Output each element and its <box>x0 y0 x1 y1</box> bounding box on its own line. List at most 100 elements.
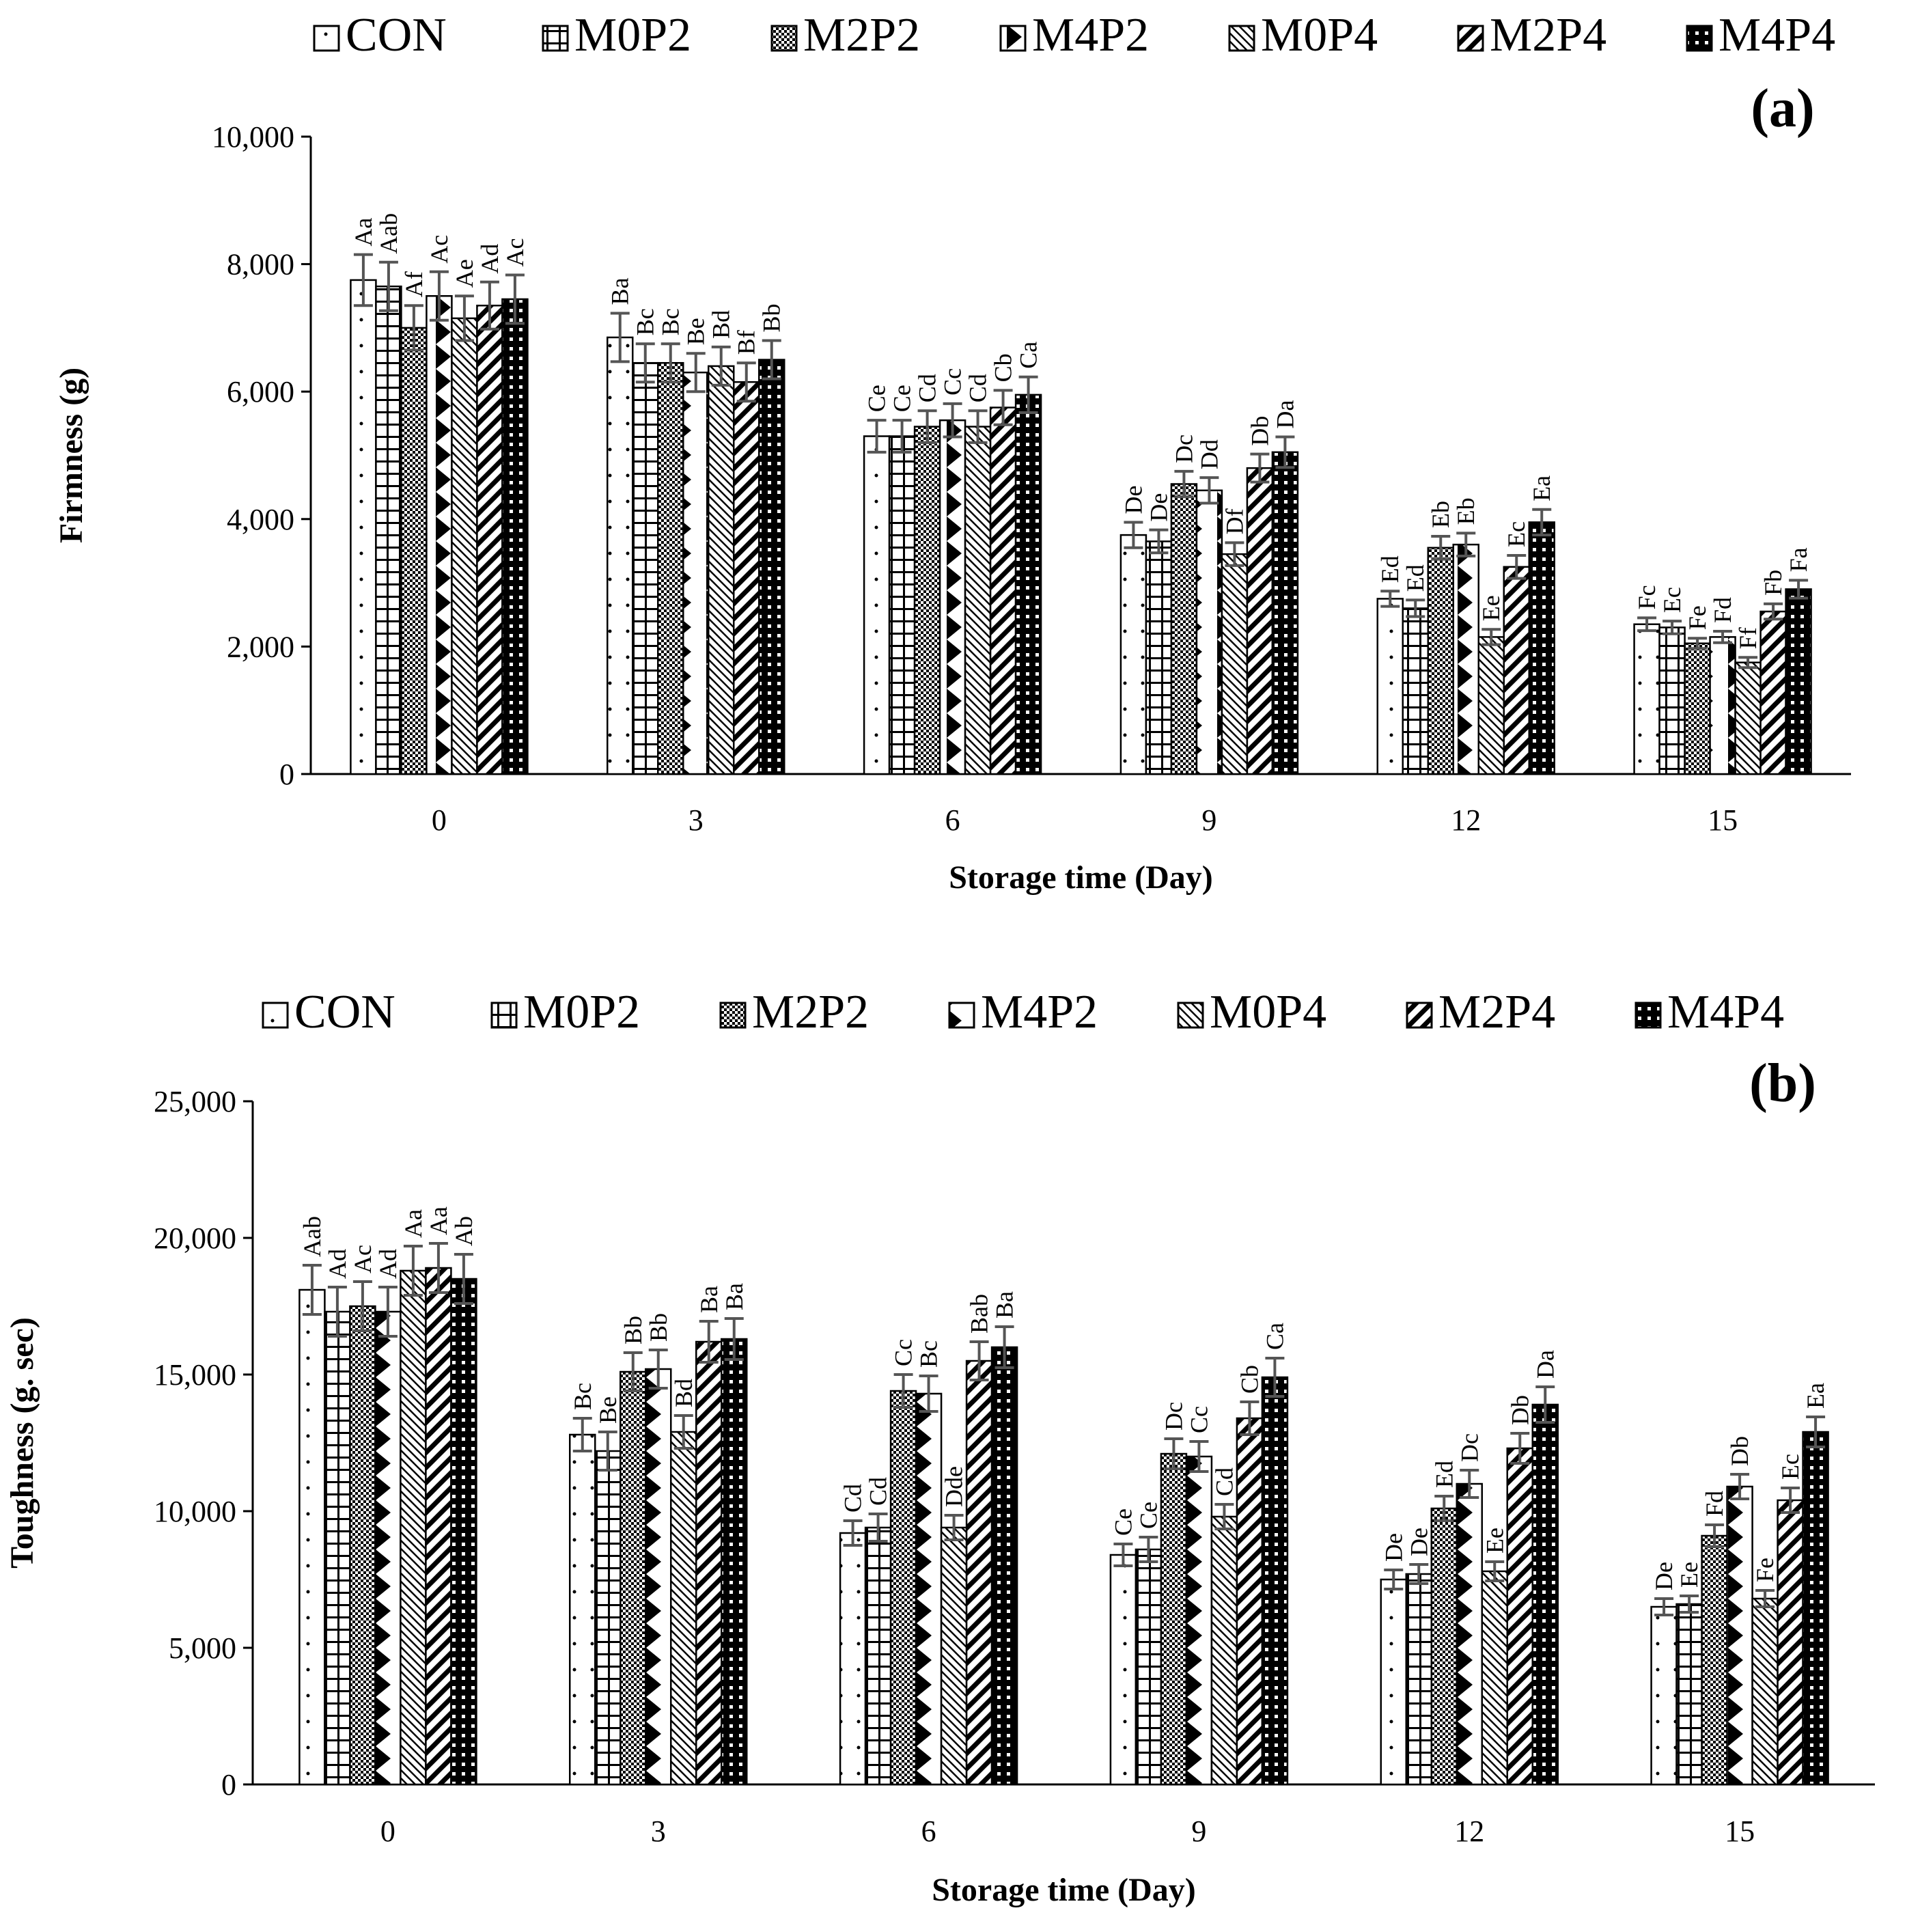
significance-label: Aab <box>298 1216 326 1257</box>
significance-label: Be <box>594 1396 622 1424</box>
bar-m0p4-day-3 <box>708 365 735 775</box>
significance-label: Fb <box>1759 570 1787 596</box>
significance-label: Df <box>1221 508 1248 534</box>
significance-label: Aa <box>350 218 377 247</box>
significance-label: Eb <box>1452 497 1479 525</box>
bar-m4p4-day-0 <box>450 1278 477 1786</box>
legend-label-m0p2: M0P2 <box>574 9 691 61</box>
x-tick-label: 0 <box>380 1814 395 1848</box>
bar-m2p4-day-9 <box>1236 1417 1264 1786</box>
significance-label: Fd <box>1709 597 1736 623</box>
legend-label-m2p2: M2P2 <box>803 9 920 61</box>
bar-m0p2-day-6 <box>888 435 916 775</box>
bar-m2p4-day-6 <box>965 1360 993 1786</box>
significance-label: De <box>1650 1562 1678 1590</box>
bar-m4p4-day-0 <box>501 298 529 775</box>
significance-label: Eb <box>1427 501 1454 528</box>
bar-m0p2-day-12 <box>1402 607 1429 775</box>
significance-label: Bc <box>632 308 659 335</box>
significance-label: Dd <box>1195 439 1223 469</box>
bar-m4p4-day-6 <box>990 1346 1018 1786</box>
legend-swatch-m4p2 <box>948 1002 975 1029</box>
significance-label: Ce <box>863 385 891 412</box>
legend-swatch-m2p4 <box>1457 25 1484 52</box>
legend-label-m0p4: M0P4 <box>1261 9 1378 61</box>
bar-m4p2-day-15 <box>1726 1485 1753 1786</box>
bar-m2p4-day-15 <box>1777 1499 1804 1786</box>
significance-label: Bb <box>620 1316 647 1344</box>
legend-swatch-m2p2 <box>770 25 798 52</box>
legend-label-m4p4: M4P4 <box>1667 986 1784 1038</box>
bar-con-day-15 <box>1650 1605 1678 1786</box>
significance-label: Cc <box>1185 1406 1212 1433</box>
bar-con-day-6 <box>839 1532 867 1786</box>
significance-label: Ec <box>1503 521 1530 547</box>
bar-m0p4-day-15 <box>1734 661 1762 775</box>
legend-swatch-m4p2 <box>999 25 1027 52</box>
x-tick-label: 15 <box>1725 1814 1755 1848</box>
significance-label: De <box>1145 493 1172 522</box>
significance-label: Cd <box>839 1484 867 1513</box>
x-axis-title: Storage time (Day) <box>949 859 1213 896</box>
legend-swatch-m0p4 <box>1177 1002 1204 1029</box>
significance-label: Ac <box>349 1245 376 1273</box>
y-tick-label: 0 <box>279 758 294 791</box>
bar-con-day-3 <box>607 336 634 775</box>
legend-label-m4p4: M4P4 <box>1719 9 1835 61</box>
significance-label: Bc <box>569 1383 596 1410</box>
significance-label: Cd <box>964 374 992 402</box>
significance-label: Ba <box>721 1283 748 1310</box>
y-tick-label: 8,000 <box>227 248 294 281</box>
x-tick-label: 6 <box>921 1814 936 1848</box>
legend-label-m4p2: M4P2 <box>981 986 1098 1038</box>
legend-label-m2p4: M2P4 <box>1490 9 1606 61</box>
significance-label: Ce <box>1109 1508 1137 1536</box>
bar-m0p2-day-3 <box>594 1450 622 1786</box>
panel-label: (b) <box>1749 1053 1816 1114</box>
significance-label: Fd <box>1701 1491 1728 1517</box>
legend-label-con: CON <box>346 9 447 61</box>
significance-label: Ee <box>1477 595 1505 621</box>
y-tick-label: 10,000 <box>154 1495 236 1528</box>
x-tick-label: 15 <box>1708 803 1738 837</box>
bar-m2p2-day-6 <box>913 426 941 775</box>
significance-label: Ba <box>695 1286 723 1313</box>
legend-label-m2p2: M2P2 <box>752 986 869 1038</box>
significance-label: Bc <box>915 1340 943 1368</box>
significance-label: Bf <box>733 330 760 355</box>
bar-m4p2-day-0 <box>426 295 453 775</box>
panel-label: (a) <box>1751 79 1814 139</box>
bar-m2p4-day-3 <box>733 381 760 775</box>
bar-m2p2-day-9 <box>1170 483 1198 775</box>
significance-label: Cd <box>1210 1467 1238 1496</box>
bar-m4p4-day-12 <box>1531 1403 1559 1786</box>
bar-m2p4-day-12 <box>1506 1447 1533 1786</box>
bar-con-day-9 <box>1109 1554 1137 1786</box>
bar-m0p4-day-3 <box>670 1431 697 1786</box>
bar-m0p2-day-9 <box>1145 540 1173 775</box>
legend-swatch-m0p2 <box>542 25 569 52</box>
legend-label-m4p2: M4P2 <box>1032 9 1149 61</box>
significance-label: Be <box>682 318 710 345</box>
significance-label: Da <box>1271 400 1298 428</box>
bar-m2p2-day-6 <box>889 1390 917 1786</box>
bar-m0p2-day-0 <box>324 1310 351 1786</box>
legend-swatch-m4p4 <box>1686 25 1713 52</box>
bar-m0p2-day-15 <box>1675 1603 1703 1786</box>
y-tick-label: 15,000 <box>154 1358 236 1392</box>
significance-label: Cd <box>914 374 941 402</box>
significance-label: Aab <box>375 213 402 254</box>
bar-m4p4-day-15 <box>1785 588 1812 775</box>
y-tick-label: 5,000 <box>169 1631 236 1665</box>
x-tick-label: 0 <box>432 803 447 837</box>
legend-swatch-con <box>262 1002 289 1029</box>
legend-label-m2p4: M2P4 <box>1438 986 1555 1038</box>
significance-label: Dc <box>1170 434 1197 463</box>
bar-m2p2-day-15 <box>1701 1534 1728 1786</box>
bar-m0p4-day-6 <box>964 426 992 775</box>
significance-label: De <box>1119 485 1147 514</box>
x-tick-label: 12 <box>1451 803 1481 837</box>
bar-m0p4-day-6 <box>940 1526 968 1786</box>
bar-m0p4-day-15 <box>1751 1597 1779 1786</box>
significance-label: Ca <box>1015 342 1042 369</box>
